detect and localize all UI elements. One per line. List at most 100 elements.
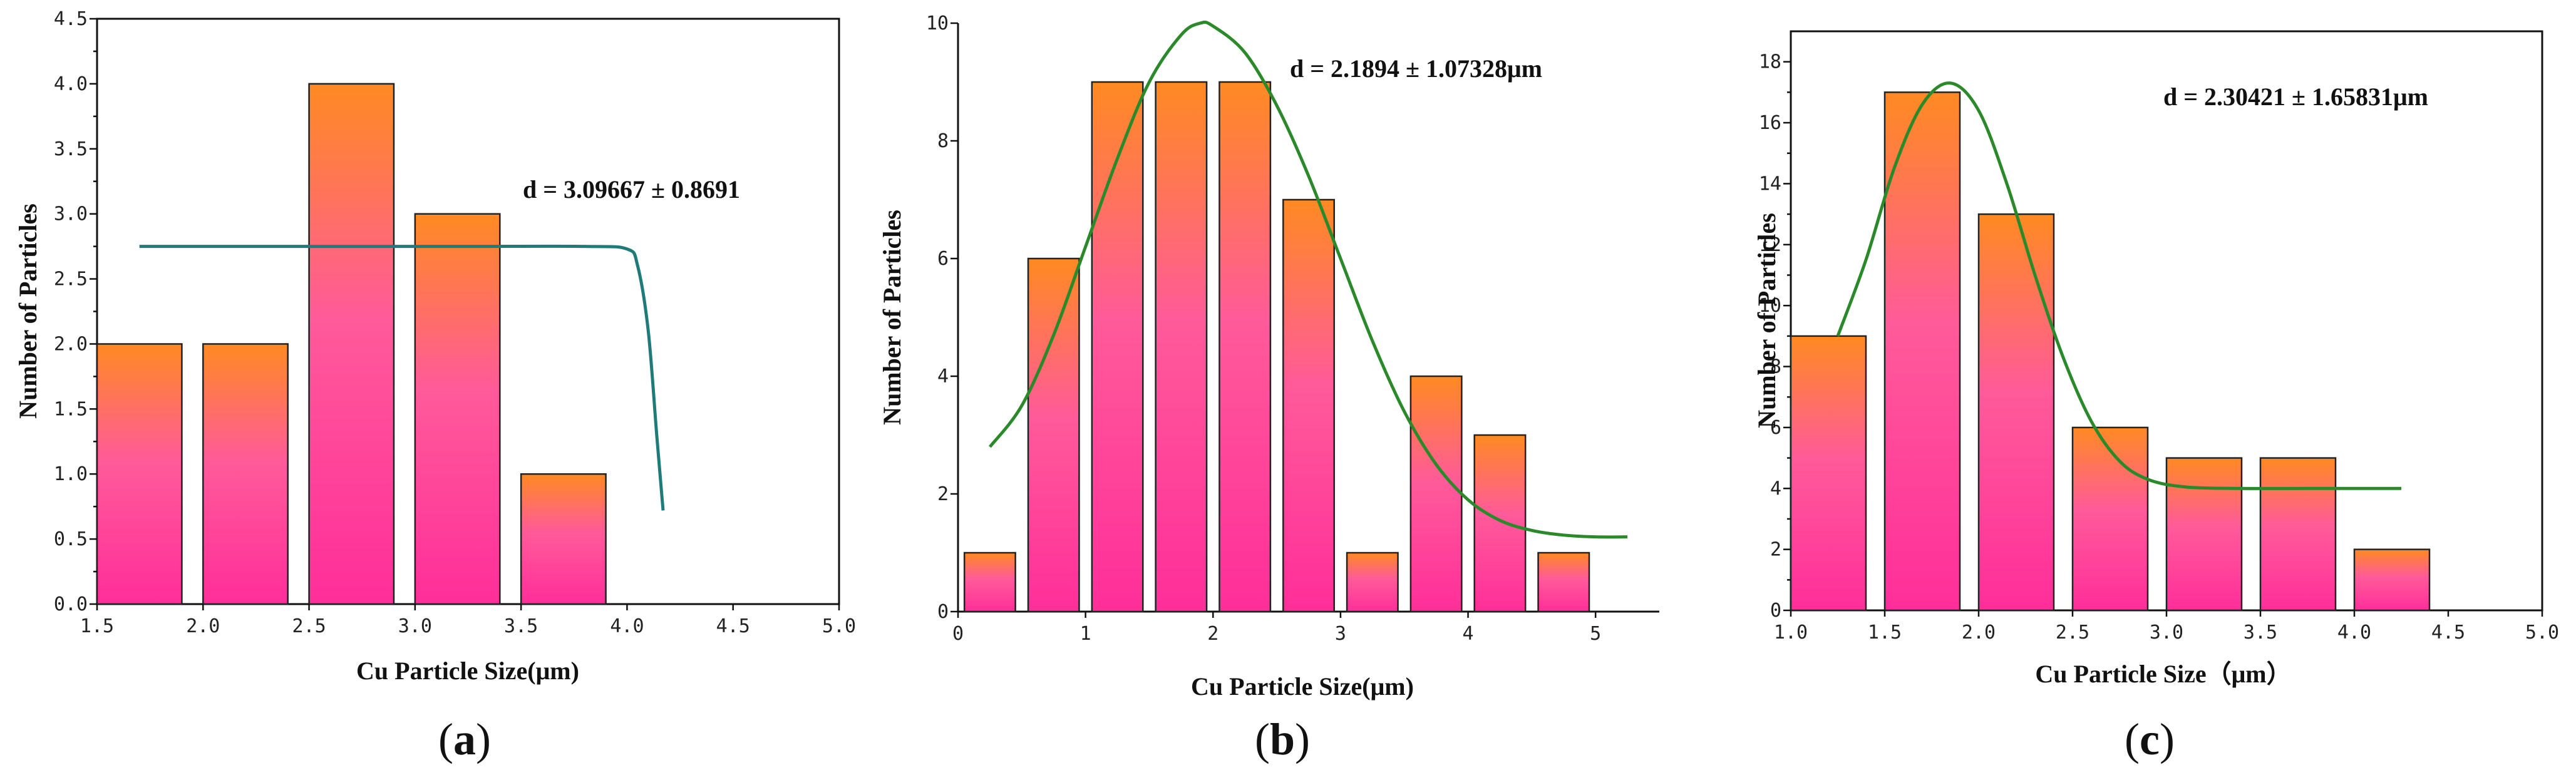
y-tick-label-c: 12 bbox=[1759, 234, 1781, 256]
y-tick-label-b: 6 bbox=[937, 248, 949, 270]
bar-c-7 bbox=[2353, 548, 2431, 612]
bar-b-5 bbox=[1218, 81, 1272, 613]
y-tick-label-a: 1.0 bbox=[54, 463, 88, 485]
bars-b bbox=[963, 81, 1590, 613]
y-tick-label-c: 14 bbox=[1759, 173, 1781, 195]
x-tick-label-b: 1 bbox=[1080, 623, 1091, 645]
bar-b-10 bbox=[1537, 552, 1590, 613]
bar-b-7 bbox=[1346, 552, 1399, 613]
x-axis-label-a: Cu Particle Size(μm) bbox=[356, 657, 579, 685]
y-tick-label-c: 0 bbox=[1770, 600, 1781, 622]
x-ticks-b: 0 1 2 3 4 5 bbox=[952, 612, 1601, 645]
fit-curve-b bbox=[988, 20, 1628, 539]
bar-b-4 bbox=[1155, 81, 1208, 613]
bar-c-6 bbox=[2259, 457, 2337, 612]
x-tick-label-b: 2 bbox=[1207, 623, 1218, 645]
panel-label-b-letter: b bbox=[1270, 714, 1295, 764]
y-axis-label-a: Number of Particles bbox=[14, 203, 42, 419]
bar-a-1 bbox=[96, 343, 183, 605]
y-tick-label-b: 2 bbox=[937, 483, 949, 505]
x-tick-label-a: 4.0 bbox=[610, 615, 644, 637]
x-tick-label-c: 4.0 bbox=[2337, 622, 2371, 644]
x-ticks-a: 1.5 2.0 2.5 3.0 3.5 4.0 4.5 5.0 bbox=[80, 604, 856, 637]
y-tick-label-a: 4.5 bbox=[54, 8, 88, 30]
y-tick-label-c: 16 bbox=[1759, 112, 1781, 134]
bars-c bbox=[1790, 91, 2431, 612]
y-tick-label-b: 4 bbox=[937, 366, 949, 387]
bar-a-5 bbox=[520, 473, 607, 605]
x-tick-label-b: 0 bbox=[952, 623, 964, 645]
y-tick-label-c: 4 bbox=[1770, 478, 1781, 500]
y-tick-label-a: 2.0 bbox=[54, 333, 88, 355]
panel-label-a: (a) bbox=[438, 714, 491, 764]
x-tick-label-a: 3.5 bbox=[504, 615, 538, 637]
x-tick-label-c: 1.0 bbox=[1774, 622, 1808, 644]
bar-b-8 bbox=[1409, 375, 1463, 613]
y-tick-label-b: 0 bbox=[937, 601, 949, 623]
bar-b-3 bbox=[1091, 81, 1144, 613]
y-tick-label-a: 3.0 bbox=[54, 203, 88, 225]
y-ticks-a: 0.0 0.5 1.0 1.5 2.0 2.5 3.0 3.5 4.0 4.5 bbox=[54, 8, 97, 615]
x-tick-label-c: 3.0 bbox=[2150, 622, 2183, 644]
panel-b: 0 1 2 3 4 5 0 2 4 6 8 10 d = 2.1894 ± 1.07328μm Cu… bbox=[878, 13, 1659, 764]
x-tick-label-c: 1.5 bbox=[1868, 622, 1902, 644]
y-tick-label-a: 2.5 bbox=[54, 269, 88, 290]
x-axis-label-b: Cu Particle Size(μm) bbox=[1191, 672, 1414, 700]
y-tick-label-c: 10 bbox=[1759, 295, 1781, 317]
y-tick-label-a: 0.5 bbox=[54, 528, 88, 550]
x-tick-label-c: 2.0 bbox=[1962, 622, 1996, 644]
x-tick-label-a: 5.0 bbox=[822, 615, 856, 637]
y-tick-label-b: 10 bbox=[926, 13, 949, 34]
x-tick-label-a: 3.0 bbox=[398, 615, 432, 637]
x-tick-label-b: 3 bbox=[1335, 623, 1346, 645]
bar-a-3 bbox=[308, 83, 395, 605]
y-tick-label-b: 8 bbox=[937, 130, 949, 152]
panel-c: 1.0 1.5 2.0 2.5 3.0 3.5 4.0 4.5 5.0 0 2 4 6 8 10 12 14 1… bbox=[1753, 30, 2559, 764]
fit-curve-c bbox=[1836, 81, 2401, 490]
x-tick-label-c: 4.5 bbox=[2431, 622, 2465, 644]
y-axis-label-c: Number of Particles bbox=[1753, 213, 1781, 428]
y-tick-label-c: 6 bbox=[1770, 417, 1781, 439]
bar-b-9 bbox=[1473, 434, 1527, 613]
x-tick-label-b: 5 bbox=[1590, 623, 1601, 645]
x-tick-label-a: 1.5 bbox=[80, 615, 114, 637]
y-tick-label-a: 3.5 bbox=[54, 138, 88, 160]
x-axis-label-c: Cu Particle Size（μm） bbox=[2035, 660, 2291, 688]
y-tick-label-c: 2 bbox=[1770, 539, 1781, 561]
x-tick-label-a: 2.0 bbox=[186, 615, 220, 637]
bar-b-1 bbox=[963, 552, 1016, 613]
bar-c-3 bbox=[1977, 213, 2055, 612]
x-tick-label-c: 5.0 bbox=[2525, 622, 2559, 644]
annotation-a: d = 3.09667 ± 0.8691 bbox=[523, 175, 740, 203]
y-axis-label-b: Number of Particles bbox=[878, 210, 906, 425]
y-tick-label-c: 8 bbox=[1770, 356, 1781, 378]
x-ticks-c: 1.0 1.5 2.0 2.5 3.0 3.5 4.0 4.5 5.0 bbox=[1774, 610, 2559, 644]
x-tick-label-a: 2.5 bbox=[292, 615, 326, 637]
panel-a: 1.5 2.0 2.5 3.0 3.5 4.0 4.5 5.0 0.0 0.5 1.0 1.5 2.0… bbox=[14, 8, 856, 764]
x-tick-label-c: 2.5 bbox=[2056, 622, 2089, 644]
x-tick-label-c: 3.5 bbox=[2244, 622, 2277, 644]
y-tick-label-a: 1.5 bbox=[54, 398, 88, 420]
bar-b-6 bbox=[1282, 198, 1335, 613]
panel-label-c-letter: c bbox=[2140, 714, 2160, 764]
panel-label-b: (b) bbox=[1255, 714, 1310, 764]
bar-c-2 bbox=[1883, 91, 1961, 612]
x-tick-label-b: 4 bbox=[1463, 623, 1474, 645]
y-tick-label-c: 18 bbox=[1759, 51, 1781, 73]
y-tick-label-a: 4.0 bbox=[54, 73, 88, 95]
fit-curve-a bbox=[139, 244, 665, 511]
bars-a bbox=[96, 83, 607, 605]
bar-c-5 bbox=[2165, 457, 2243, 612]
bar-a-2 bbox=[202, 343, 289, 605]
x-tick-label-a: 4.5 bbox=[716, 615, 750, 637]
annotation-c: d = 2.30421 ± 1.65831μm bbox=[2163, 83, 2428, 111]
panel-label-c: (c) bbox=[2125, 714, 2175, 764]
bar-c-4 bbox=[2071, 426, 2149, 612]
y-ticks-c: 0 2 4 6 8 10 12 14 16 18 bbox=[1759, 51, 1791, 622]
bar-a-4 bbox=[414, 213, 501, 605]
panel-label-a-letter: a bbox=[453, 714, 476, 764]
bar-b-2 bbox=[1027, 257, 1080, 613]
annotation-b: d = 2.1894 ± 1.07328μm bbox=[1290, 54, 1542, 83]
y-ticks-b: 0 2 4 6 8 10 bbox=[926, 13, 958, 623]
